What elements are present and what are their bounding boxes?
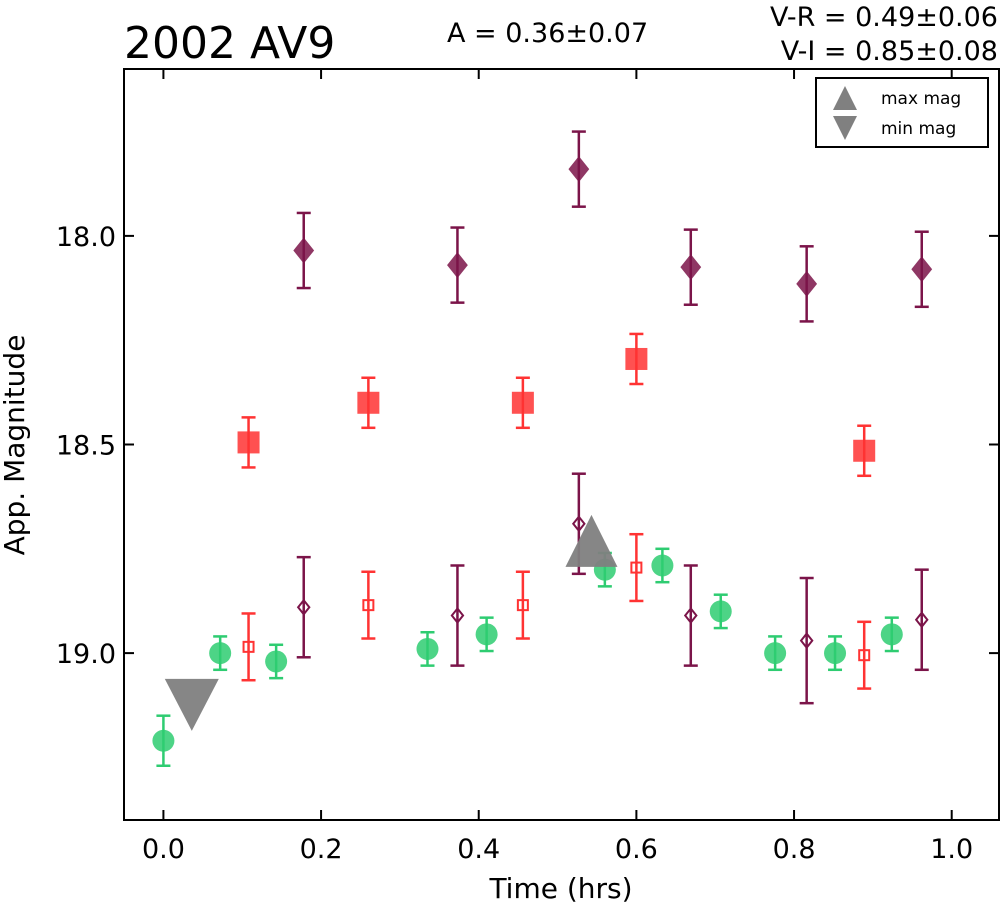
x-tick-label: 0.2 <box>300 834 343 865</box>
data-point <box>571 515 586 533</box>
color-index-vr: V-R = 0.49±0.06 <box>770 2 998 33</box>
legend-max-mag-label: max mag <box>881 89 961 109</box>
y-tick-label: 18.0 <box>56 222 116 253</box>
data-point <box>362 599 375 612</box>
data-point <box>796 270 818 297</box>
data-point <box>680 254 702 281</box>
data-point <box>625 347 648 370</box>
data-point <box>683 606 698 625</box>
legend-min-mag-label: min mag <box>881 119 956 139</box>
y-tick-label: 18.5 <box>56 431 116 462</box>
data-point <box>296 598 311 616</box>
data-point <box>416 637 439 660</box>
legend-max-mag-marker <box>833 86 857 110</box>
data-point <box>152 729 175 752</box>
legend-min-mag-marker <box>833 116 857 140</box>
data-point <box>511 391 534 414</box>
data-point <box>242 640 255 653</box>
data-point <box>516 599 529 612</box>
data-point <box>475 623 498 646</box>
data-point <box>357 391 380 414</box>
data-point <box>237 431 260 454</box>
color-index-vi: V-I = 0.85±0.08 <box>781 36 998 67</box>
data-point <box>764 642 787 665</box>
legend: max mag min mag <box>815 77 989 148</box>
plot-area <box>152 130 933 768</box>
y-axis-label: App. Magnitude <box>0 335 31 556</box>
chart-title: 2002 AV9 <box>124 18 335 69</box>
data-point <box>450 606 465 625</box>
x-tick-label: 0.6 <box>615 834 658 865</box>
data-point <box>853 439 876 462</box>
data-point <box>565 514 618 567</box>
axis-ticks: 0.0 0.2 0.4 0.6 0.8 1.0 18.0 18.5 19.0 <box>56 69 999 865</box>
data-point <box>447 252 468 279</box>
data-point <box>630 561 643 574</box>
data-point <box>209 642 232 665</box>
data-point <box>799 631 814 650</box>
data-point <box>914 611 929 629</box>
y-tick-label: 19.0 <box>56 639 116 670</box>
data-point <box>858 649 871 662</box>
data-point <box>293 237 315 264</box>
amplitude-label: A = 0.36±0.07 <box>447 18 648 49</box>
data-point <box>265 650 288 673</box>
data-point <box>164 678 219 731</box>
data-point <box>824 642 847 665</box>
x-tick-label: 0.0 <box>142 834 185 865</box>
x-axis-label: Time (hrs) <box>488 872 632 904</box>
x-tick-label: 0.4 <box>457 834 500 865</box>
data-point <box>880 623 903 646</box>
x-tick-label: 1.0 <box>930 834 973 865</box>
data-point <box>911 256 933 283</box>
data-point <box>651 554 674 577</box>
data-point <box>568 156 590 183</box>
x-tick-label: 0.8 <box>773 834 816 865</box>
data-point <box>709 600 732 623</box>
